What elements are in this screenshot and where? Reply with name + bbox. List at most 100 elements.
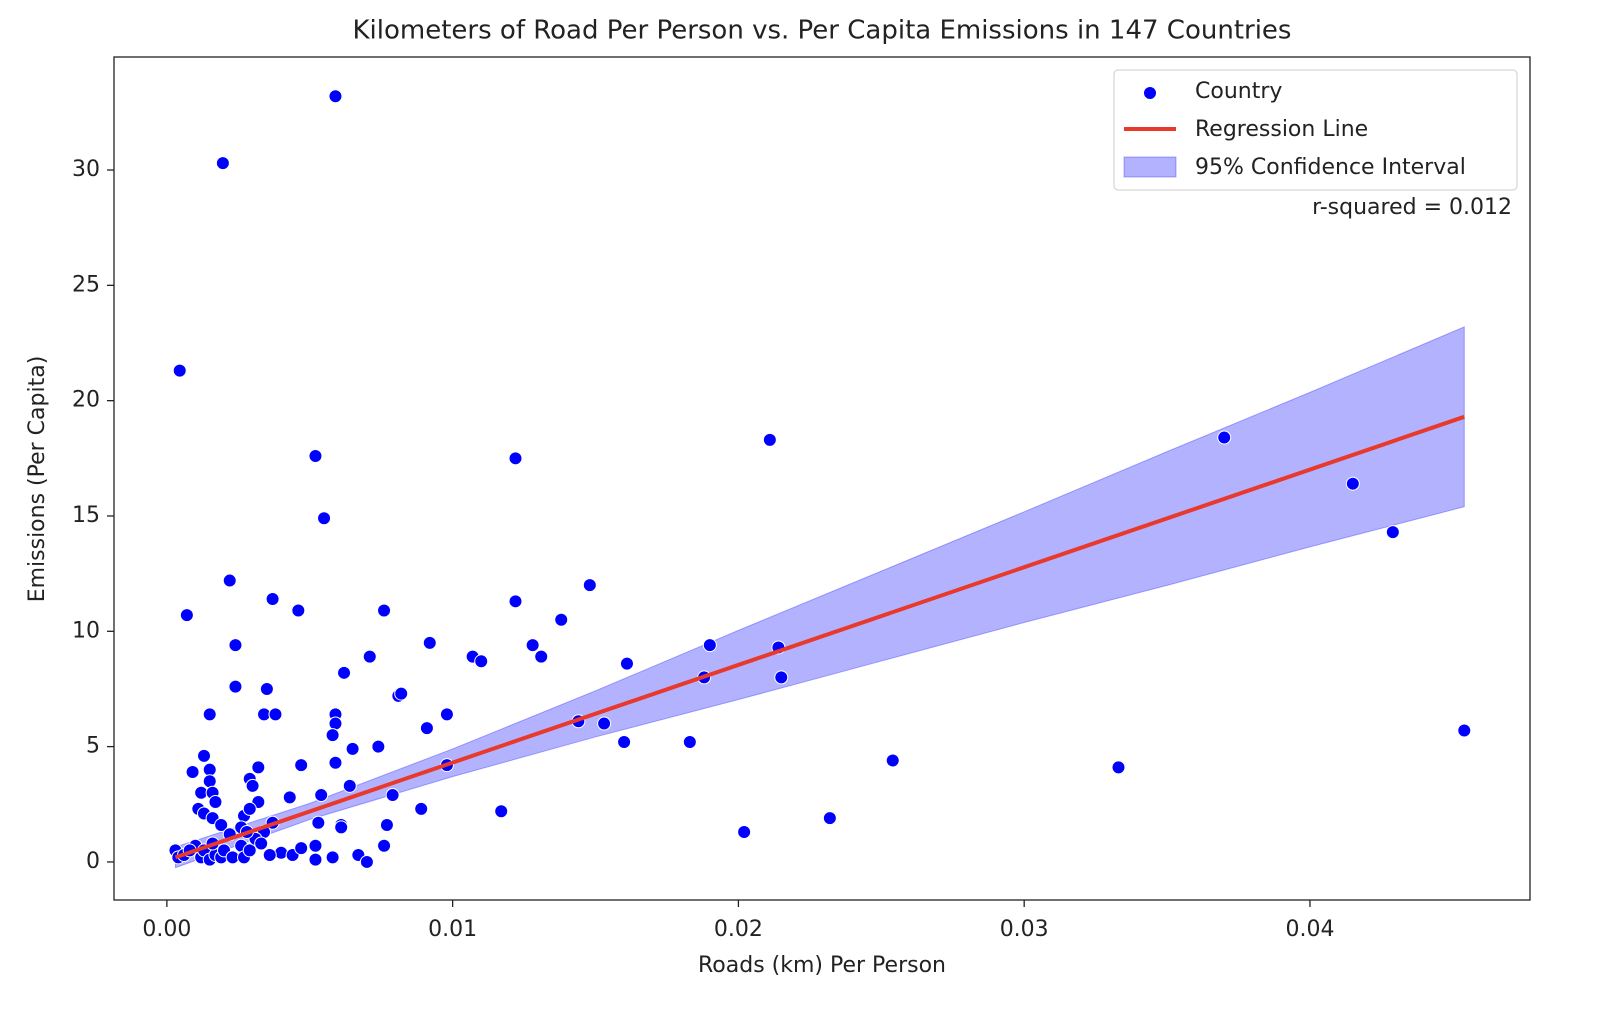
point xyxy=(208,794,223,809)
point xyxy=(268,707,283,722)
chart-title: Kilometers of Road Per Person vs. Per Ca… xyxy=(353,16,1292,46)
annotation: r-squared = 0.012 xyxy=(1312,195,1512,220)
point xyxy=(508,451,523,466)
point xyxy=(245,778,260,793)
point xyxy=(215,156,230,171)
point xyxy=(202,774,217,789)
point xyxy=(1457,723,1472,738)
y-axis-label: Emissions (Per Capita) xyxy=(25,356,50,603)
point xyxy=(474,654,489,669)
point xyxy=(419,721,434,736)
point xyxy=(294,841,309,856)
point xyxy=(702,638,717,653)
point xyxy=(291,603,306,618)
point xyxy=(359,854,374,869)
point xyxy=(251,760,266,775)
point xyxy=(1111,760,1126,775)
point xyxy=(394,686,409,701)
point xyxy=(682,735,697,750)
point xyxy=(172,363,187,378)
point xyxy=(228,679,243,694)
plot-frame xyxy=(113,56,1531,901)
point xyxy=(422,635,437,650)
point xyxy=(414,801,429,816)
point xyxy=(737,824,752,839)
y-tick-label: 10 xyxy=(72,618,100,643)
point xyxy=(294,758,309,773)
y-tick-label: 15 xyxy=(72,503,100,528)
point xyxy=(342,778,357,793)
point xyxy=(525,638,540,653)
point xyxy=(597,716,612,731)
legend-label: Regression Line xyxy=(1195,117,1368,142)
y-tick-label: 25 xyxy=(72,272,100,297)
point xyxy=(242,801,257,816)
x-axis-label: Roads (km) Per Person xyxy=(698,953,946,978)
x-tick-label: 0.04 xyxy=(1285,917,1334,942)
point xyxy=(337,665,352,680)
point xyxy=(308,852,323,867)
legend: Country Regression Line 95% Confidence Int… xyxy=(1113,69,1518,191)
point xyxy=(439,707,454,722)
point xyxy=(762,432,777,447)
legend-label: Country xyxy=(1195,79,1282,104)
regression-line xyxy=(174,414,1465,860)
point xyxy=(617,735,632,750)
point xyxy=(197,748,212,763)
legend-label: 95% Confidence Interval xyxy=(1195,155,1466,180)
point xyxy=(582,578,597,593)
point xyxy=(377,838,392,853)
point xyxy=(254,836,269,851)
point xyxy=(328,716,343,731)
point xyxy=(265,592,280,607)
point xyxy=(774,670,789,685)
point xyxy=(282,790,297,805)
point xyxy=(202,707,217,722)
point xyxy=(228,638,243,653)
point xyxy=(179,608,194,623)
point xyxy=(619,656,634,671)
legend-box xyxy=(1113,69,1518,191)
point xyxy=(308,449,323,464)
point xyxy=(822,811,837,826)
point xyxy=(328,89,343,104)
point xyxy=(377,603,392,618)
point xyxy=(334,820,349,835)
point xyxy=(242,843,257,858)
point xyxy=(371,739,386,754)
point xyxy=(1345,476,1360,491)
y-tick-label: 20 xyxy=(72,388,100,413)
point xyxy=(328,755,343,770)
point xyxy=(214,818,229,833)
y-tick-label: 0 xyxy=(86,849,100,874)
point xyxy=(259,681,274,696)
point xyxy=(222,573,237,588)
x-tick-label: 0.02 xyxy=(714,917,763,942)
point xyxy=(325,850,340,865)
point xyxy=(317,511,332,526)
point xyxy=(1217,430,1232,445)
point xyxy=(308,838,323,853)
confidence-band xyxy=(174,326,1465,869)
point xyxy=(385,788,400,803)
point xyxy=(554,612,569,627)
x-tick-label: 0.03 xyxy=(1000,917,1049,942)
legend-marker xyxy=(1143,86,1157,100)
point xyxy=(345,741,360,756)
y-tick-label: 30 xyxy=(72,157,100,182)
point xyxy=(311,815,326,830)
point xyxy=(185,764,200,779)
point xyxy=(362,649,377,664)
x-tick-label: 0.00 xyxy=(142,917,191,942)
x-tick-label: 0.01 xyxy=(428,917,477,942)
point xyxy=(1385,525,1400,540)
point xyxy=(325,728,340,743)
point xyxy=(508,594,523,609)
point xyxy=(262,848,277,863)
point xyxy=(379,818,394,833)
point xyxy=(885,753,900,768)
point xyxy=(314,788,329,803)
point xyxy=(494,804,509,819)
point xyxy=(534,649,549,664)
